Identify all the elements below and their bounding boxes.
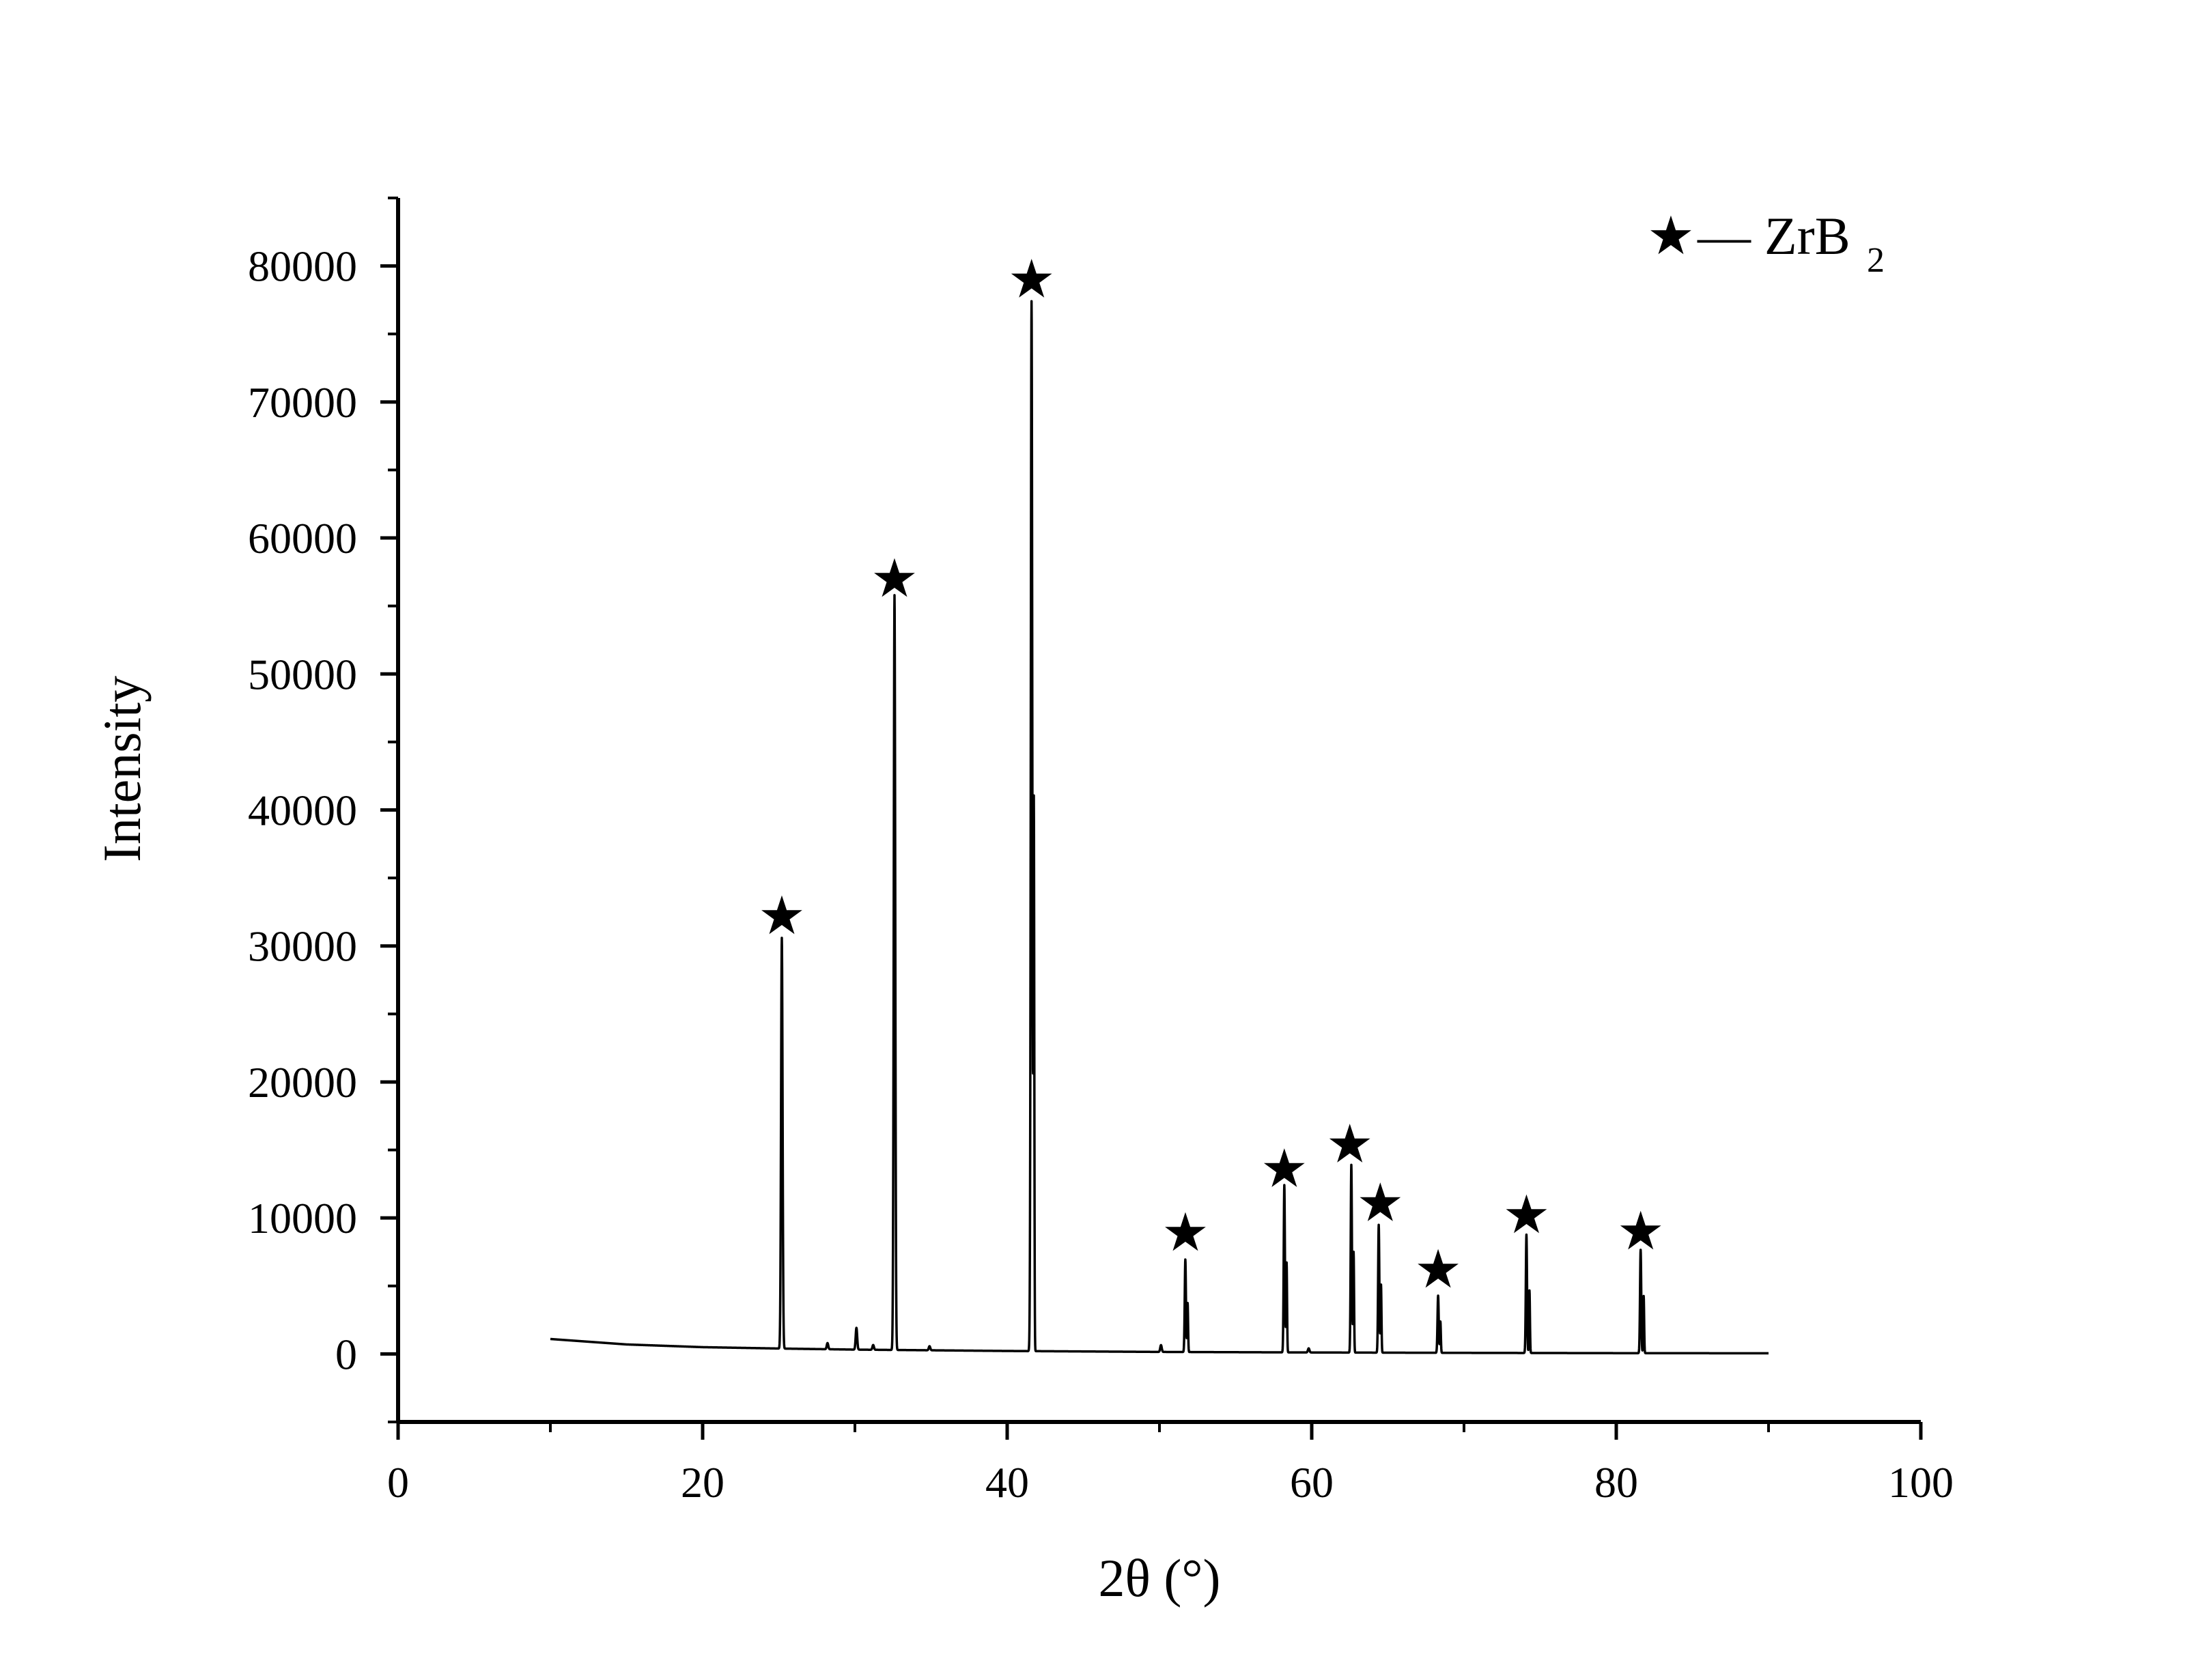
- y-axis-title: Intensity: [92, 676, 152, 862]
- x-tick-label: 20: [681, 1458, 724, 1507]
- x-tick-label: 0: [387, 1458, 409, 1507]
- peak-star-icon: ★: [1502, 1185, 1550, 1244]
- y-tick-label: 30000: [248, 922, 357, 971]
- x-axis-title: 2θ (°): [1098, 1548, 1220, 1608]
- y-tick-label: 0: [335, 1330, 357, 1378]
- legend-star-icon: ★: [1647, 206, 1695, 266]
- legend-subscript: 2: [1867, 241, 1885, 280]
- peak-star-icon: ★: [1414, 1240, 1462, 1299]
- plot-area: [549, 300, 1770, 1355]
- x-tick-label: 80: [1594, 1458, 1638, 1507]
- y-tick-label: 50000: [248, 650, 357, 698]
- peak-markers: ★★★★★ ★★★★ ★: [758, 250, 1665, 1299]
- peak-star-icon: ★: [1326, 1115, 1374, 1174]
- x-tick-label: 40: [985, 1458, 1029, 1507]
- y-tick-label: 80000: [248, 242, 357, 291]
- y-tick-label: 70000: [248, 378, 357, 427]
- x-tick-label: 100: [1888, 1458, 1954, 1507]
- peak-star-icon: ★: [1617, 1201, 1665, 1261]
- legend: ★ — ZrB 2: [1647, 206, 1885, 280]
- y-tick-label: 60000: [248, 514, 357, 563]
- legend-label: ZrB: [1764, 206, 1850, 266]
- legend-dash: —: [1697, 206, 1751, 266]
- peak-star-icon: ★: [1008, 250, 1056, 309]
- peak-star-icon: ★: [758, 886, 806, 945]
- y-tick-label: 20000: [248, 1058, 357, 1107]
- x-tick-label: 60: [1290, 1458, 1334, 1507]
- y-tick-label: 10000: [248, 1194, 357, 1242]
- peak-star-icon: ★: [1261, 1139, 1308, 1198]
- series-line-zrb2: [549, 300, 1770, 1355]
- y-tick-label: 40000: [248, 786, 357, 835]
- axes: 0 20 40 60 80 100 0 10000 20000 30000 40000 50000 60…: [248, 197, 1954, 1507]
- peak-star-icon: ★: [1162, 1203, 1209, 1262]
- peak-star-icon: ★: [871, 549, 918, 608]
- peak-star-icon: ★: [1356, 1173, 1404, 1232]
